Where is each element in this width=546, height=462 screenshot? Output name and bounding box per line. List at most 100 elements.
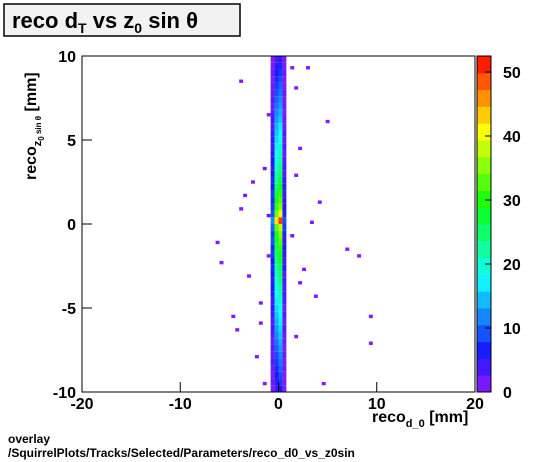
cell [274,143,279,151]
footer: /SquirrelPlots/Tracks/Selected/Parameter… [8,446,355,460]
cell [282,163,287,171]
cell [278,103,283,110]
cell [278,318,283,325]
cell [294,334,299,339]
cell [270,190,275,198]
cell [313,294,318,298]
cell [274,318,279,325]
x-label-part: [mm] [425,409,469,426]
y-label-sub: z [32,140,44,146]
cell [270,385,275,392]
cell [274,176,279,184]
cell [278,378,283,386]
cell [270,76,275,83]
cell [357,254,362,258]
cell [270,264,275,272]
cell [274,271,279,278]
cell [270,365,275,372]
cell [270,237,275,245]
cell [278,109,283,117]
palette-frame [476,55,492,393]
x-tick-label: -10 [169,396,192,413]
cell [298,146,303,151]
palette-band [477,156,491,175]
cell [274,123,279,130]
cell [321,381,326,386]
cell [282,103,287,110]
cell [290,234,295,238]
cell [282,150,287,157]
palette-band [477,341,491,359]
cell [274,331,279,339]
cell [274,210,279,218]
cell [270,257,275,265]
cell [270,129,275,137]
cell [270,378,275,386]
cell [270,224,275,231]
cell [282,210,287,218]
cell [274,69,279,77]
cell [278,230,283,238]
z-tick-label: 50 [503,65,521,82]
cell [274,217,279,224]
cell [282,176,287,184]
cell [278,82,283,90]
cell [274,297,279,305]
cell [282,264,287,272]
y-label-sub: sin θ [34,116,43,136]
cell [270,69,275,77]
cell [278,116,283,124]
cell [278,136,283,144]
cell [274,224,279,231]
cell [282,143,287,151]
cell [282,69,287,77]
cell [278,284,283,292]
palette-band [477,308,491,326]
cell [274,183,279,191]
cell [282,136,287,144]
cell [294,173,299,177]
cell [274,62,279,70]
z-tick-label: 30 [503,193,521,210]
cell [282,62,287,70]
palette-band [477,324,491,343]
cell [266,213,271,218]
cell [274,351,279,359]
palette-band [477,358,491,376]
cell [278,371,283,379]
cell [278,197,283,204]
cell [270,311,275,319]
x-axis-label: recod_0 [mm] [372,409,468,430]
cell [282,277,287,285]
cell [254,355,259,359]
cell [270,371,275,379]
cell [302,267,307,272]
cell [270,338,275,345]
cell [270,244,275,251]
title-part: sin θ [142,8,198,33]
cell [278,156,283,164]
cell [282,351,287,359]
cell [274,170,279,177]
title-part: reco d [12,8,78,33]
cell [278,304,283,312]
cell [278,62,283,70]
cell [282,271,287,278]
cell [274,89,279,97]
cell [282,170,287,177]
cell [270,89,275,97]
cell [278,96,283,104]
cell [274,203,279,211]
cell [282,365,287,372]
palette-band [477,123,491,141]
cell [274,190,279,198]
cell [270,82,275,90]
footer: overlay [8,432,50,446]
palette-band [477,274,491,292]
cell [274,163,279,171]
cell [231,314,236,319]
cell [274,264,279,272]
cell [278,358,283,366]
cell [274,96,279,104]
